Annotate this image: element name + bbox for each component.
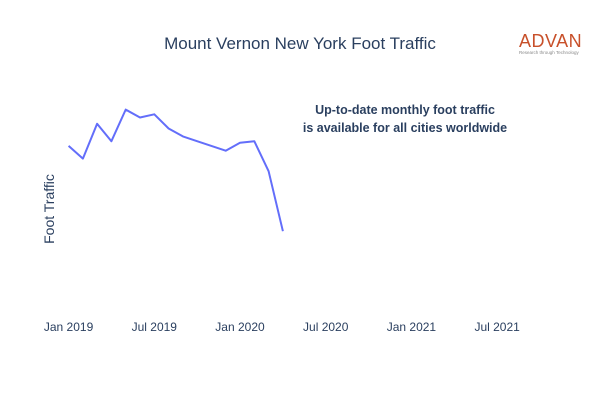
x-tick-label: Jul 2021 — [474, 320, 520, 334]
chart-title: Mount Vernon New York Foot Traffic — [164, 34, 436, 53]
chart-annotation: Up-to-date monthly foot traffic is avail… — [270, 101, 540, 137]
x-tick-label: Jul 2019 — [132, 320, 178, 334]
logo-wordmark: ADVAN — [519, 31, 583, 51]
x-tick-label: Jan 2019 — [44, 320, 94, 334]
advan-logo: ADVAN Research through Technology — [519, 32, 599, 56]
logo-tagline: Research through Technology — [519, 50, 579, 55]
series-line — [67, 108, 284, 232]
annotation-line-1: Up-to-date monthly foot traffic — [315, 103, 495, 117]
x-tick-label: Jan 2021 — [387, 320, 437, 334]
x-tick-label: Jan 2020 — [215, 320, 265, 334]
annotation-line-2: is available for all cities worldwide — [302, 121, 508, 135]
x-axis-ticks: Jan 2019 Jul 2019 Jan 2020 Jul 2020 Jan 2021… — [44, 320, 520, 334]
x-tick-label: Jul 2020 — [303, 320, 349, 334]
